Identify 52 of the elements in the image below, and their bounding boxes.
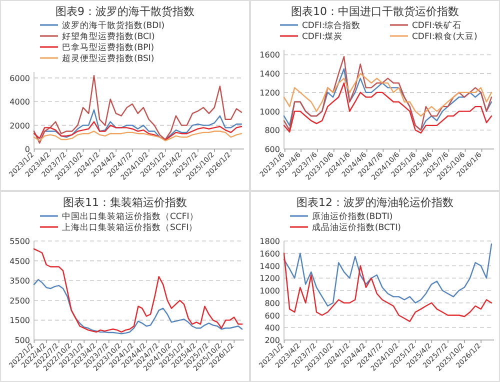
- y-tick-label: 1200: [260, 274, 280, 284]
- line-series: [33, 279, 243, 334]
- y-tick-label: 1800: [260, 237, 280, 246]
- y-tick-label: 800: [264, 126, 280, 136]
- legend-label: 超灵便型运费指数(BSI): [62, 53, 154, 64]
- y-tick-label: 4500: [10, 256, 30, 266]
- line-series: [33, 130, 242, 142]
- line-series: [33, 121, 242, 141]
- y-tick-label: 1600: [260, 50, 280, 60]
- legend-label: 波罗的海干散货指数(BDI): [62, 20, 165, 31]
- y-tick-label: 500: [14, 336, 30, 345]
- legend-label: 上海出口集装箱运价指数（SCFI）: [62, 222, 198, 233]
- line-series: [283, 82, 492, 134]
- legend-label: CDFI:煤炭: [302, 31, 343, 42]
- line-series: [283, 243, 492, 307]
- y-tick-label: 0: [24, 145, 30, 154]
- y-tick-label: 400: [264, 324, 280, 333]
- y-tick-label: 1600: [260, 249, 280, 258]
- y-tick-label: 600: [264, 145, 280, 154]
- y-tick-label: 6000: [10, 74, 30, 83]
- legend-label: 好望角型运费指数(BCI): [62, 31, 155, 42]
- y-tick-label: 200: [264, 336, 280, 345]
- line-series: [33, 109, 242, 142]
- y-tick-label: 600: [264, 311, 280, 320]
- line-series: [33, 248, 243, 333]
- legend-label: 成品油运价指数(BCTI): [312, 222, 401, 233]
- line-series: [283, 56, 492, 131]
- y-tick-label: 5500: [10, 237, 30, 246]
- chart-title: 图表10：中国进口干散货运价指数: [291, 5, 459, 18]
- y-tick-label: 1500: [10, 316, 30, 326]
- y-tick-label: 1400: [260, 70, 280, 79]
- legend-label: 原油运价指数(BDTI): [312, 211, 393, 222]
- legend-label: 中国出口集装箱运价指数（CCFI）: [62, 211, 198, 222]
- y-tick-label: 2000: [10, 121, 30, 130]
- legend-label: CDFI:粮食(大豆): [412, 31, 478, 42]
- legend-label: CDFI:铁矿石: [412, 20, 462, 31]
- y-tick-label: 2500: [10, 296, 30, 306]
- y-tick-label: 800: [264, 298, 280, 308]
- legend-label: CDFI:综合指数: [302, 20, 361, 31]
- line-series: [283, 252, 492, 322]
- line-series: [283, 72, 492, 117]
- y-tick-label: 1000: [260, 107, 280, 116]
- chart-title: 图表12：波罗的海油轮运价指数: [296, 196, 454, 209]
- y-tick-label: 1200: [260, 88, 280, 98]
- y-tick-label: 1000: [260, 286, 280, 296]
- chart-title: 图表9：波罗的海干散货指数: [56, 5, 194, 18]
- y-tick-label: 1400: [260, 262, 280, 271]
- line-series: [33, 74, 242, 144]
- y-tick-label: 4000: [10, 98, 30, 107]
- y-tick-label: 3500: [10, 276, 30, 286]
- chart-title: 图表11：集装箱运价指数: [63, 196, 187, 209]
- legend-label: 巴拿马型运费指数(BPI): [62, 42, 154, 53]
